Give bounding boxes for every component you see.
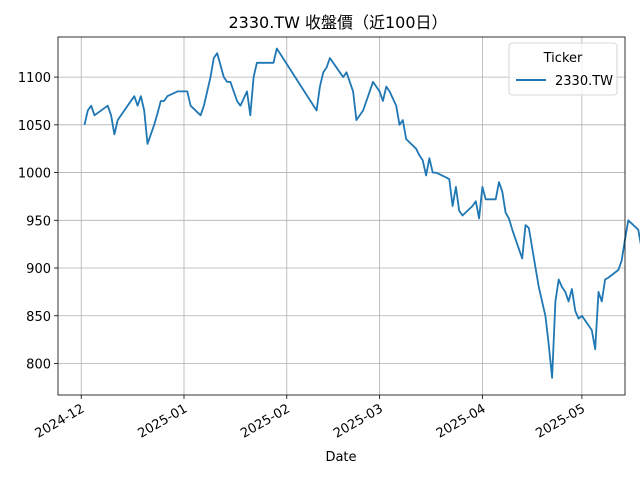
- legend-box: [508, 42, 618, 96]
- y-tick-label: 950: [26, 214, 51, 229]
- series-group: [83, 47, 640, 379]
- chart-title: 2330.TW 收盤價（近100日）: [228, 13, 447, 32]
- y-axis-ticks: 800 850 900 950 1000 1050 1100: [18, 71, 58, 372]
- y-tick-label: 1050: [18, 119, 51, 134]
- legend-title: Ticker: [543, 51, 583, 66]
- y-tick-label: 900: [26, 262, 51, 277]
- legend-label: 2330.TW: [555, 74, 613, 89]
- y-tick-label: 1100: [18, 71, 51, 86]
- y-tick-label: 800: [26, 357, 51, 372]
- series-line-2330.TW: [83, 47, 640, 379]
- y-tick-label: 1000: [18, 167, 51, 182]
- plot-area-frame: [57, 36, 626, 396]
- grid-lines: [58, 37, 625, 395]
- y-tick-label: 850: [26, 310, 51, 325]
- x-axis-label: Date: [325, 450, 356, 465]
- legend: Ticker 2330.TW: [508, 42, 618, 96]
